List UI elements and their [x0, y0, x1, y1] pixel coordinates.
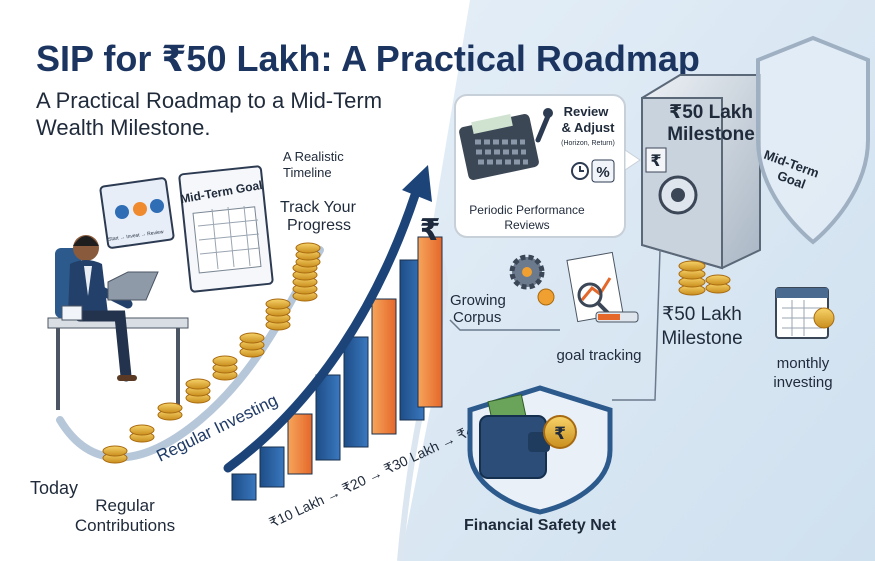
review-card-part	[591, 159, 615, 183]
calendar-part	[192, 206, 262, 274]
percent-icon: %	[596, 164, 609, 181]
coin	[295, 242, 321, 254]
coin	[157, 402, 183, 414]
coin	[185, 378, 211, 390]
gears-and-report-part	[537, 288, 555, 306]
small-calendar-part	[782, 300, 822, 336]
person-at-desk-part	[73, 236, 99, 246]
coin-stack-part	[678, 260, 706, 272]
review-card-part	[571, 162, 589, 180]
safety-net-shield-part	[543, 415, 577, 449]
small-calendar-part	[776, 288, 828, 298]
vault-label: ₹50 Lakh	[669, 102, 753, 123]
review-card-part	[471, 113, 513, 135]
monitor-part	[150, 199, 164, 213]
growth-bar	[417, 236, 443, 408]
review-card-part	[543, 108, 553, 118]
goal-shield: Mid-Term Goal	[756, 35, 870, 245]
subtitle-line: A Practical Roadmap to a Mid-Term	[36, 88, 382, 113]
timeline-label: A Realistic	[283, 149, 344, 164]
monitor-part	[115, 205, 129, 219]
review-heading: & Adjust	[562, 120, 616, 135]
subtitle-line: Wealth Milestone.	[36, 115, 210, 140]
goal-tracking-label: goal tracking	[556, 347, 641, 364]
corpus-label: Corpus	[453, 309, 501, 326]
review-note: (Horizon, Return)	[561, 140, 615, 147]
growth-bar	[259, 446, 285, 488]
coin-path	[56, 242, 324, 464]
review-card-part	[579, 166, 584, 172]
growth-arrow-part	[402, 165, 432, 202]
gears-and-report-part	[580, 277, 612, 301]
coin	[265, 298, 291, 310]
milestone-label: ₹50 Lakh	[662, 304, 742, 325]
growth-bar	[287, 413, 313, 475]
milestone-label: Milestone	[661, 328, 742, 349]
review-card-part	[475, 139, 528, 165]
coin	[129, 424, 155, 436]
growth-bar	[231, 473, 257, 501]
vault: ₹ ₹50 Lakh Milestone	[641, 74, 761, 270]
contributions-label: Contributions	[75, 516, 175, 535]
coin	[212, 355, 238, 367]
person-at-desk-part	[107, 271, 159, 301]
monthly-label: investing	[773, 374, 832, 391]
contributions-label: Regular	[95, 496, 155, 515]
goal-shield-part	[756, 35, 870, 245]
coin-stack	[678, 260, 731, 296]
rupee-symbol: ₹	[420, 214, 441, 247]
title: SIP for ₹50 Lakh: A Practical Roadmap	[36, 38, 700, 79]
growth-bar	[343, 336, 369, 448]
gears-and-report	[509, 251, 639, 323]
progress-label: Track Your	[280, 199, 357, 216]
coin-stack-part	[705, 274, 731, 286]
growth-arrow: ₹	[223, 165, 441, 473]
monitor: Start → Invest → Review	[99, 177, 175, 249]
safety-net-shield: ₹	[467, 385, 613, 515]
person-at-desk-part	[61, 305, 83, 321]
small-calendar-part	[813, 307, 835, 329]
coin	[239, 332, 265, 344]
gears-and-report-part	[598, 314, 620, 320]
today-label: Today	[30, 478, 78, 498]
review-caption: Periodic Performance	[469, 203, 585, 217]
growth-arrow-part	[223, 190, 420, 473]
safety-net-label: Financial Safety Net	[464, 517, 617, 534]
gears-and-report-part	[522, 267, 532, 277]
person-at-desk-part	[74, 310, 132, 382]
small-calendar	[775, 287, 835, 339]
corpus-label: Growing	[450, 292, 506, 309]
wallet-rupee: ₹	[554, 424, 566, 443]
growth-bar	[315, 374, 341, 461]
review-caption: Reviews	[504, 218, 549, 232]
review-card-part	[624, 149, 641, 171]
vault-label: Milestone	[667, 124, 755, 145]
vault-part	[645, 147, 667, 173]
monitor-part	[133, 202, 147, 216]
vault-part	[671, 188, 685, 202]
monthly-label: monthly	[777, 355, 830, 372]
progress-label: Progress	[287, 217, 351, 234]
gears-and-report-part	[577, 282, 603, 308]
person-at-desk-part	[84, 266, 92, 296]
calendar: Mid-Term Goal	[178, 165, 274, 293]
coin	[102, 445, 128, 457]
timeline-label: Timeline	[283, 165, 332, 180]
infographic-part	[612, 249, 661, 401]
review-card: Review & Adjust (Horizon, Return) % Peri…	[454, 94, 641, 238]
review-card-part	[535, 113, 551, 143]
review-heading: Review	[564, 104, 610, 119]
growth-bar	[371, 298, 397, 435]
vault-rupee: ₹	[650, 153, 661, 170]
coin-path-part	[56, 246, 324, 462]
calendar-part	[197, 205, 261, 270]
person-at-desk	[47, 235, 189, 410]
growth-bars	[231, 236, 443, 501]
infographic-part	[449, 319, 560, 331]
